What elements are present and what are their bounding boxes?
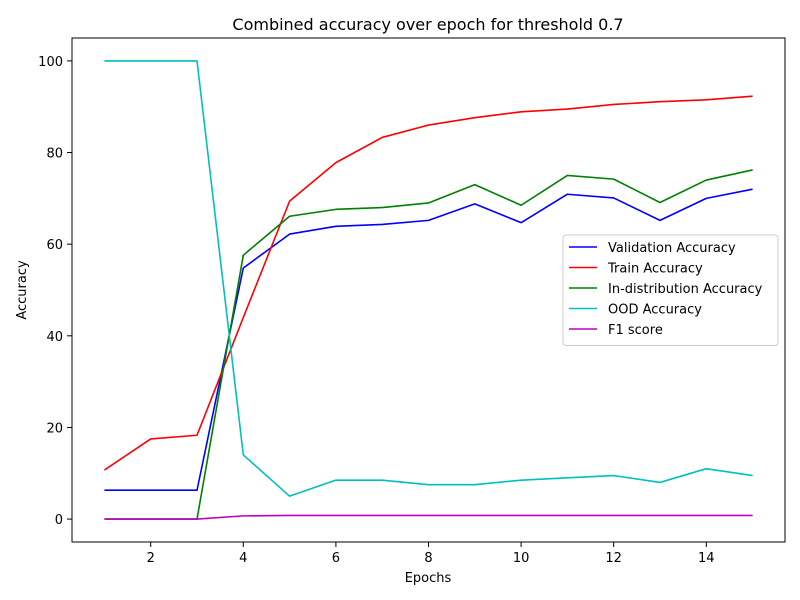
series-line-validation-accuracy [104, 188, 753, 492]
y-axis-label: Accuracy [15, 260, 30, 320]
legend-entry: OOD Accuracy [608, 303, 702, 318]
y-tick-label: 60 [46, 238, 63, 253]
x-tick-label: 8 [424, 551, 432, 566]
x-tick-label: 2 [147, 551, 155, 566]
y-tick-label: 20 [46, 421, 63, 436]
legend-entry: F1 score [608, 323, 663, 338]
series-line-ood-accuracy [104, 60, 753, 497]
legend-entry: In-distribution Accuracy [608, 282, 763, 297]
y-tick-label: 40 [46, 330, 63, 345]
chart-title: Combined accuracy over epoch for thresho… [232, 15, 623, 34]
x-axis: 2 4 6 8 10 12 14 [147, 542, 715, 566]
x-tick-label: 6 [332, 551, 340, 566]
x-tick-label: 4 [239, 551, 247, 566]
x-tick-label: 12 [605, 551, 622, 566]
y-tick-label: 0 [55, 513, 63, 528]
series-line-f1-score [104, 514, 753, 520]
legend-entry: Validation Accuracy [608, 241, 736, 256]
y-axis: 0 20 40 60 80 100 [38, 55, 72, 528]
y-tick-label: 100 [38, 55, 63, 70]
legend-box [562, 234, 779, 346]
x-tick-label: 14 [698, 551, 715, 566]
legend: Validation Accuracy Train Accuracy In-dist… [562, 234, 779, 346]
series-line-train-accuracy [103, 95, 753, 471]
series-line-in-distribution-accuracy [104, 169, 753, 520]
plot-area [103, 60, 753, 520]
legend-entry: Train Accuracy [607, 262, 703, 277]
x-tick-label: 10 [513, 551, 530, 566]
x-axis-label: Epochs [405, 571, 452, 586]
y-tick-label: 80 [46, 147, 63, 162]
